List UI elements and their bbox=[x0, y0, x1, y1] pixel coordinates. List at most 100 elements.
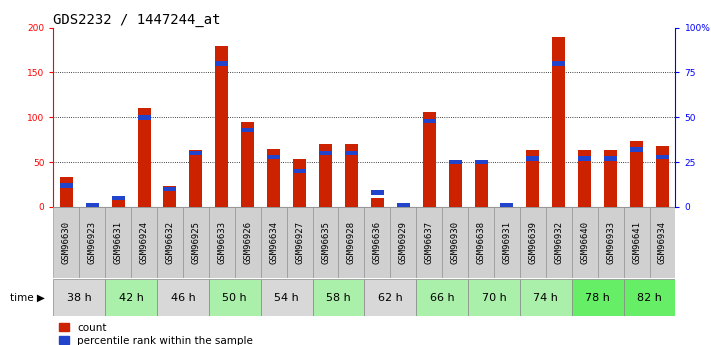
Bar bbox=[345, 144, 358, 207]
Bar bbox=[86, 206, 99, 207]
Bar bbox=[338, 207, 364, 278]
Bar bbox=[157, 279, 209, 316]
Text: 82 h: 82 h bbox=[637, 293, 662, 303]
Bar bbox=[416, 207, 442, 278]
Bar bbox=[650, 207, 675, 278]
Text: 78 h: 78 h bbox=[585, 293, 610, 303]
Text: 38 h: 38 h bbox=[67, 293, 92, 303]
Text: GSM96637: GSM96637 bbox=[424, 221, 434, 264]
Text: GSM96928: GSM96928 bbox=[347, 221, 356, 264]
Bar bbox=[137, 108, 151, 207]
Text: 58 h: 58 h bbox=[326, 293, 351, 303]
Text: GSM96636: GSM96636 bbox=[373, 221, 382, 264]
Bar bbox=[578, 150, 592, 207]
Bar bbox=[189, 150, 203, 207]
Text: GSM96632: GSM96632 bbox=[166, 221, 174, 264]
Bar bbox=[53, 279, 105, 316]
Bar bbox=[423, 119, 436, 123]
Text: GSM96932: GSM96932 bbox=[555, 221, 563, 264]
Text: GSM96630: GSM96630 bbox=[62, 221, 71, 264]
Bar bbox=[364, 207, 390, 278]
Bar bbox=[183, 207, 209, 278]
Bar bbox=[60, 177, 73, 207]
Bar bbox=[313, 279, 364, 316]
Bar bbox=[449, 162, 461, 207]
Bar bbox=[656, 155, 669, 159]
Bar bbox=[572, 279, 624, 316]
Bar bbox=[60, 183, 73, 188]
Bar bbox=[293, 159, 306, 207]
Bar bbox=[215, 61, 228, 66]
Bar bbox=[319, 144, 332, 207]
Bar bbox=[494, 207, 520, 278]
Text: GSM96638: GSM96638 bbox=[476, 221, 486, 264]
Text: 50 h: 50 h bbox=[223, 293, 247, 303]
Text: 62 h: 62 h bbox=[378, 293, 402, 303]
Bar bbox=[313, 207, 338, 278]
Text: GSM96929: GSM96929 bbox=[399, 221, 408, 264]
Bar bbox=[624, 207, 650, 278]
Bar bbox=[501, 203, 513, 207]
Bar bbox=[131, 207, 157, 278]
Bar bbox=[552, 37, 565, 207]
Bar bbox=[241, 122, 255, 207]
Bar bbox=[468, 279, 520, 316]
Text: GSM96923: GSM96923 bbox=[87, 221, 97, 264]
Bar bbox=[656, 146, 669, 207]
Text: GSM96640: GSM96640 bbox=[580, 221, 589, 264]
Text: 54 h: 54 h bbox=[274, 293, 299, 303]
Bar bbox=[442, 207, 468, 278]
Bar bbox=[215, 46, 228, 207]
Bar bbox=[287, 207, 313, 278]
Bar bbox=[267, 155, 280, 159]
Bar bbox=[526, 156, 540, 161]
Bar bbox=[624, 279, 675, 316]
Legend: count, percentile rank within the sample: count, percentile rank within the sample bbox=[58, 323, 253, 345]
Bar bbox=[345, 151, 358, 155]
Bar bbox=[189, 151, 203, 155]
Bar bbox=[371, 198, 384, 207]
Bar bbox=[86, 203, 99, 207]
Text: GSM96930: GSM96930 bbox=[451, 221, 459, 264]
Bar bbox=[164, 187, 176, 191]
Text: 66 h: 66 h bbox=[430, 293, 454, 303]
Bar bbox=[209, 207, 235, 278]
Text: GSM96934: GSM96934 bbox=[658, 221, 667, 264]
Bar bbox=[572, 207, 598, 278]
Bar bbox=[293, 169, 306, 173]
Text: 42 h: 42 h bbox=[119, 293, 144, 303]
Text: GSM96639: GSM96639 bbox=[528, 221, 538, 264]
Bar bbox=[501, 206, 513, 207]
Bar bbox=[520, 207, 546, 278]
Bar bbox=[397, 206, 410, 207]
Bar bbox=[416, 279, 468, 316]
Bar bbox=[468, 207, 494, 278]
Bar bbox=[449, 160, 461, 164]
Bar bbox=[79, 207, 105, 278]
Bar bbox=[474, 160, 488, 164]
Bar bbox=[267, 149, 280, 207]
Bar bbox=[261, 207, 287, 278]
Text: time ▶: time ▶ bbox=[11, 293, 46, 303]
Text: GSM96926: GSM96926 bbox=[243, 221, 252, 264]
Bar bbox=[157, 207, 183, 278]
Text: GSM96631: GSM96631 bbox=[114, 221, 122, 264]
Bar bbox=[397, 203, 410, 207]
Bar bbox=[105, 279, 157, 316]
Text: GSM96634: GSM96634 bbox=[269, 221, 278, 264]
Bar bbox=[371, 190, 384, 195]
Bar bbox=[364, 279, 416, 316]
Bar bbox=[552, 61, 565, 66]
Text: GSM96931: GSM96931 bbox=[503, 221, 511, 264]
Text: 46 h: 46 h bbox=[171, 293, 196, 303]
Text: 74 h: 74 h bbox=[533, 293, 558, 303]
Text: 70 h: 70 h bbox=[481, 293, 506, 303]
Text: GSM96641: GSM96641 bbox=[632, 221, 641, 264]
Text: GSM96927: GSM96927 bbox=[295, 221, 304, 264]
Text: GSM96635: GSM96635 bbox=[321, 221, 330, 264]
Bar bbox=[209, 279, 261, 316]
Bar bbox=[604, 156, 617, 161]
Bar bbox=[604, 150, 617, 207]
Bar bbox=[261, 279, 313, 316]
Text: GSM96924: GSM96924 bbox=[139, 221, 149, 264]
